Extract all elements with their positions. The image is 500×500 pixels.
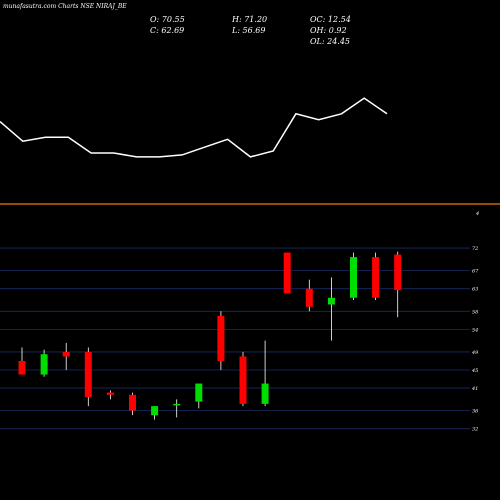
candle-body bbox=[327, 297, 335, 305]
candle-body bbox=[350, 257, 357, 298]
candle-body bbox=[239, 356, 247, 404]
price-grid bbox=[0, 247, 470, 430]
candle-body bbox=[195, 383, 203, 402]
candle-body bbox=[40, 354, 48, 375]
candle-body bbox=[106, 392, 114, 395]
oc-value: OC: 12.54 bbox=[310, 15, 351, 24]
price-tick-label: 67 bbox=[472, 269, 479, 275]
price-tick-label: 41 bbox=[471, 386, 478, 392]
candle-body bbox=[394, 254, 402, 291]
price-tick-label: 36 bbox=[472, 409, 479, 415]
ol-value: OL: 24.45 bbox=[310, 37, 351, 46]
top-axis-label: 4 bbox=[475, 211, 479, 217]
price-tick-label: 49 bbox=[471, 350, 479, 356]
candlestick-series bbox=[18, 251, 402, 420]
price-tick-label: 45 bbox=[471, 368, 478, 374]
price-tick-label: 58 bbox=[472, 309, 478, 315]
price-tick-labels: 32 36 41 45 49 54 58 63 67 72 bbox=[471, 246, 479, 433]
candle-body bbox=[129, 394, 136, 411]
candle-body bbox=[84, 351, 92, 398]
high-value: H: 71.20 bbox=[232, 15, 268, 24]
candle-body bbox=[18, 360, 26, 375]
line-panel bbox=[0, 97, 388, 158]
oh-value: OH: 0.92 bbox=[310, 26, 347, 35]
candle-body bbox=[283, 252, 291, 294]
price-tick-label: 54 bbox=[472, 327, 478, 333]
candle-body bbox=[372, 257, 380, 298]
price-tick-label: 32 bbox=[472, 427, 478, 433]
price-line bbox=[0, 97, 388, 158]
source-label: munafasutra.com Charts NSE NIRAJ_BE bbox=[3, 3, 127, 10]
price-tick-label: 63 bbox=[472, 287, 478, 293]
open-value: O: 70.55 bbox=[150, 15, 185, 24]
chart-header: munafasutra.com Charts NSE NIRAJ_BE O: 7… bbox=[0, 0, 500, 60]
candle-body bbox=[62, 351, 70, 357]
candle-body bbox=[261, 383, 269, 404]
candle-body bbox=[151, 406, 159, 416]
close-value: C: 62.69 bbox=[150, 26, 185, 35]
price-tick-label: 72 bbox=[472, 246, 478, 252]
candle-body bbox=[305, 288, 313, 307]
candle-body bbox=[173, 403, 181, 406]
low-value: L: 56.69 bbox=[232, 26, 266, 35]
candle-body bbox=[217, 315, 225, 361]
